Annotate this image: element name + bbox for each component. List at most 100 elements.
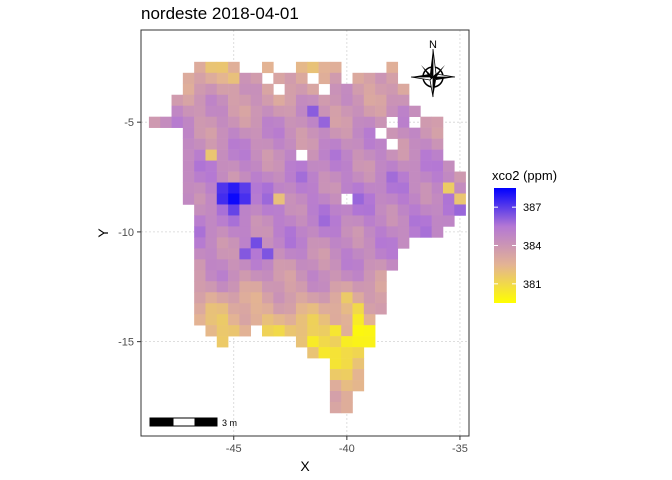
xco2-tile	[375, 303, 387, 315]
xco2-tile	[409, 204, 421, 216]
xco2-tile	[363, 270, 376, 282]
xco2-tile	[307, 270, 319, 282]
xco2-tile	[329, 314, 342, 326]
xco2-tile	[397, 127, 410, 139]
xco2-tile	[295, 248, 308, 260]
xco2-tile	[284, 270, 297, 282]
xco2-tile	[341, 138, 353, 150]
xco2-tile	[228, 138, 240, 150]
xco2-tile	[273, 94, 285, 107]
xco2-tile	[205, 292, 218, 304]
xco2-tile	[375, 270, 387, 282]
xco2-tile	[375, 215, 387, 227]
color-legend: xco2 (ppm) 387 384 381	[492, 168, 557, 303]
xco2-tile	[307, 94, 319, 107]
xco2-tile	[363, 105, 376, 117]
xco2-tile	[363, 127, 376, 139]
xco2-tile	[363, 193, 376, 205]
xco2-tile	[329, 94, 342, 107]
xco2-tile	[363, 72, 376, 85]
xco2-tile	[375, 226, 387, 238]
xco2-tile	[205, 160, 218, 172]
xco2-tile	[341, 303, 353, 315]
xco2-tile	[363, 325, 376, 337]
xco2-tile	[431, 182, 444, 194]
xco2-tile	[409, 127, 421, 139]
xco2-tile	[205, 303, 218, 315]
xco2-tile	[273, 292, 285, 304]
xco2-tile	[329, 105, 342, 117]
xco2-tile	[228, 149, 240, 161]
xco2-tile	[431, 127, 444, 139]
xco2-tile	[363, 259, 376, 271]
north-label: N	[429, 39, 437, 51]
xco2-tile	[363, 226, 376, 238]
xco2-tile	[194, 259, 206, 271]
xco2-tile	[205, 182, 218, 194]
xco2-tile	[250, 127, 263, 139]
xco2-tile	[386, 171, 399, 183]
xco2-tile	[352, 325, 365, 337]
xco2-tile	[239, 116, 252, 128]
xco2-tile	[409, 193, 421, 205]
xco2-tile	[182, 105, 195, 117]
xco2-tile	[454, 171, 466, 183]
xco2-tile	[194, 314, 206, 326]
xco2-tile	[352, 105, 365, 117]
xco2-tile	[363, 94, 376, 107]
xco2-tile	[386, 149, 399, 161]
xco2-tile	[250, 303, 263, 315]
xco2-tile	[216, 215, 229, 227]
xco2-tile	[250, 94, 263, 107]
xco2-tile	[194, 61, 206, 74]
xco2-tile	[307, 193, 319, 205]
xco2-tile	[318, 105, 331, 117]
xco2-tile	[386, 215, 399, 227]
xco2-tile	[329, 83, 342, 96]
compass-rose-icon: N	[410, 39, 456, 98]
xco2-tile	[216, 237, 229, 249]
xco2-tile	[431, 204, 444, 216]
xco2-tile	[216, 303, 229, 315]
xco2-tile	[295, 193, 308, 205]
xco2-tile	[386, 182, 399, 194]
xco2-tile	[307, 248, 319, 260]
xco2-tile	[375, 138, 387, 150]
xco2-tile	[375, 292, 387, 304]
xco2-tile	[386, 94, 399, 107]
xco2-tile	[454, 193, 466, 205]
xco2-tile	[228, 281, 240, 293]
xco2-tile	[341, 160, 353, 172]
xco2-tile	[318, 160, 331, 172]
xco2-tile	[318, 248, 331, 260]
xco2-tile	[375, 193, 387, 205]
xco2-tile	[194, 193, 206, 205]
xco2-tile	[295, 72, 308, 85]
xco2-tile	[228, 127, 240, 139]
xco2-tile	[409, 138, 421, 150]
xco2-tile	[239, 149, 252, 161]
xco2-tile	[239, 314, 252, 326]
xco2-tile	[273, 248, 285, 260]
xco2-tile	[386, 193, 399, 205]
xco2-tile	[307, 149, 319, 161]
xco2-tile	[375, 105, 387, 117]
xco2-tile	[318, 116, 331, 128]
xco2-tile	[295, 237, 308, 249]
x-tick-label: -35	[452, 443, 468, 455]
xco2-tile	[420, 226, 432, 238]
xco2-tile	[228, 72, 240, 85]
xco2-tile	[420, 149, 432, 161]
xco2-tile	[352, 237, 365, 249]
xco2-tile	[262, 182, 274, 194]
xco2-tile	[182, 193, 195, 205]
xco2-tile	[420, 182, 432, 194]
xco2-tile	[295, 215, 308, 227]
xco2-tile	[420, 116, 432, 128]
xco2-tile	[250, 116, 263, 128]
xco2-tile	[295, 127, 308, 139]
xco2-tile	[182, 160, 195, 172]
xco2-tile	[318, 237, 331, 249]
xco2-tile	[341, 105, 353, 117]
